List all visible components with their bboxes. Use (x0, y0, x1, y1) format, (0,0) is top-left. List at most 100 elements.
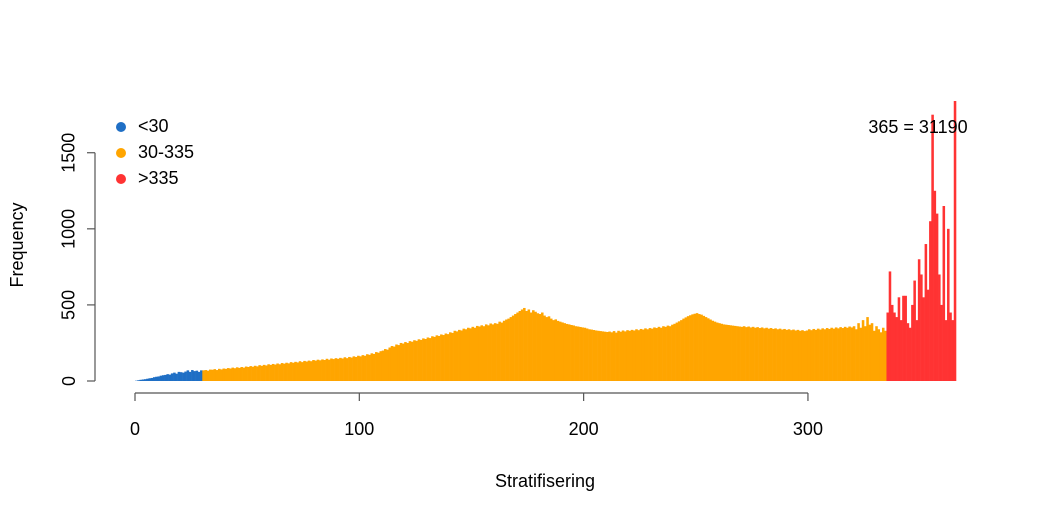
bar (575, 326, 578, 381)
bar (534, 312, 537, 381)
bar (193, 371, 196, 381)
bar (231, 368, 234, 381)
bar (178, 372, 181, 381)
bar (839, 327, 842, 381)
bar (348, 357, 351, 381)
bar (590, 330, 593, 381)
bar (593, 330, 596, 381)
bar (254, 366, 257, 381)
bar (364, 356, 367, 381)
bar (294, 362, 297, 381)
bar (496, 324, 499, 381)
bar (350, 358, 353, 381)
bar (947, 229, 950, 381)
bar (225, 369, 228, 381)
bar (305, 362, 308, 381)
bar (292, 363, 295, 381)
bar (911, 305, 914, 381)
bar (205, 370, 208, 381)
bar (218, 369, 221, 381)
bar (222, 369, 225, 381)
bar (180, 372, 183, 381)
bar (507, 319, 510, 381)
bar (220, 369, 223, 381)
bar (516, 313, 519, 381)
bar (395, 344, 398, 381)
bar (537, 313, 540, 381)
bar (833, 329, 836, 381)
bar (454, 331, 457, 381)
bar (889, 271, 892, 381)
bar (346, 358, 349, 381)
bar (943, 206, 946, 381)
bar (187, 370, 190, 381)
bar (353, 356, 356, 381)
bar (922, 297, 925, 381)
bar (756, 327, 759, 381)
bar (171, 373, 174, 381)
bar (411, 342, 414, 381)
bar (707, 318, 710, 381)
bar (330, 358, 333, 381)
bar (563, 323, 566, 381)
bar (240, 367, 243, 381)
bar (824, 329, 827, 381)
bar (471, 327, 474, 381)
bar (763, 328, 766, 381)
bar (927, 290, 930, 381)
bar (586, 329, 589, 382)
bar (880, 332, 883, 381)
bar (554, 319, 557, 381)
bar (151, 378, 154, 381)
bar (725, 325, 728, 381)
bar (249, 366, 252, 381)
bar (229, 369, 232, 381)
bar (848, 327, 851, 381)
bar (907, 323, 910, 381)
bar (530, 313, 533, 381)
bar (550, 319, 553, 381)
bar (806, 330, 809, 381)
bar (703, 316, 706, 381)
bar (734, 326, 737, 381)
bar (380, 351, 383, 381)
bar (716, 323, 719, 381)
bar (898, 297, 901, 381)
bar (637, 330, 640, 381)
bar (557, 321, 560, 381)
bar (160, 376, 163, 381)
bar (862, 320, 865, 381)
bar (851, 327, 854, 381)
bar (611, 332, 614, 381)
bar (902, 296, 905, 381)
bar (234, 368, 237, 381)
bar (631, 330, 634, 381)
bar (317, 360, 320, 381)
bar (853, 326, 856, 381)
bar (146, 379, 149, 381)
bar (216, 370, 219, 381)
bar (893, 313, 896, 381)
bar (904, 296, 907, 381)
bar (718, 323, 721, 381)
bar (644, 328, 647, 381)
bar (402, 344, 405, 381)
bar (519, 311, 522, 381)
bar (938, 274, 941, 381)
bar (597, 331, 600, 381)
bar (754, 328, 757, 381)
bar (561, 322, 564, 381)
bar (247, 367, 250, 381)
bar (743, 326, 746, 381)
bar (191, 370, 194, 381)
bar (427, 337, 430, 381)
bar (794, 330, 797, 381)
bar (541, 313, 544, 381)
bar (211, 370, 214, 381)
bar (788, 329, 791, 381)
bar (525, 311, 528, 381)
bar (595, 330, 598, 381)
bar (588, 329, 591, 381)
bar (687, 316, 690, 381)
